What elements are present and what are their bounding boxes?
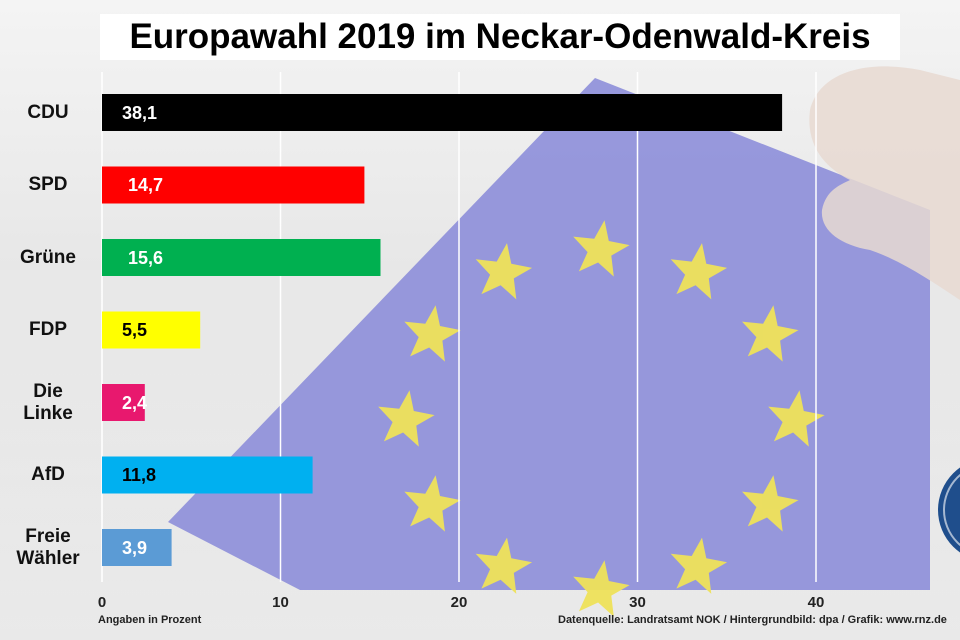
category-label: AfD	[31, 464, 65, 485]
bar-value-label: 38,1	[122, 102, 158, 123]
bar-value-label: 3,9	[122, 537, 148, 558]
logo-circle	[938, 467, 960, 553]
category-label: SPD	[28, 174, 68, 195]
hand-shape	[809, 66, 960, 300]
eu-star-icon	[475, 537, 533, 594]
bar	[102, 239, 381, 276]
chart-title: Europawahl 2019 im Neckar-Odenwald-Kreis	[100, 14, 900, 60]
bar	[102, 94, 783, 131]
category-label: Die Linke	[23, 380, 73, 424]
x-tick-label: 0	[97, 594, 107, 611]
axis-unit-label: Angaben in Prozent	[98, 614, 202, 626]
eu-star-icon	[404, 305, 461, 362]
eu-star-icon	[670, 537, 728, 594]
eu-star-icon	[573, 560, 630, 617]
x-tick-label: 10	[272, 594, 289, 611]
category-label: Grüne	[20, 246, 76, 268]
bar	[102, 529, 172, 566]
eu-star-icon	[475, 243, 533, 300]
bar-value-label: 2,4	[122, 392, 148, 413]
eu-star-icon	[768, 390, 825, 447]
bar-value-label: 15,6	[128, 247, 164, 268]
x-tick-label: 30	[629, 594, 646, 611]
bar-value-label: 5,5	[122, 320, 148, 340]
eu-star-icon	[742, 305, 799, 362]
x-tick-label: 20	[450, 594, 468, 611]
bar-value-label: 14,7	[128, 175, 164, 195]
bar	[102, 311, 201, 349]
eu-star-icon	[670, 243, 728, 300]
eu-star-icon	[573, 220, 630, 277]
x-tick-label: 40	[807, 594, 825, 611]
eu-star-icon	[404, 475, 461, 532]
bar-value-label: 11,8	[122, 465, 157, 485]
source-credit: Datenquelle: Landratsamt NOK / Hintergru…	[558, 614, 947, 626]
bar	[102, 384, 145, 421]
bar	[102, 166, 365, 204]
bar	[102, 456, 313, 494]
eu-star-icon	[378, 390, 435, 447]
eu-flag-ballot	[168, 78, 930, 590]
category-label: Freie Wähler	[16, 525, 80, 569]
category-label: FDP	[29, 319, 67, 340]
eu-star-icon	[742, 475, 799, 532]
category-label: CDU	[27, 101, 69, 123]
